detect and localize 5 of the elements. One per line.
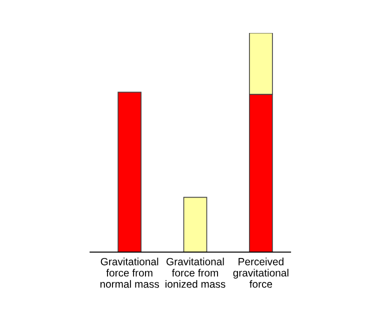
- bar: [118, 92, 142, 252]
- x-tick-label: Gravitational force from ionized mass: [166, 258, 226, 288]
- x-tick-label: Perceived gravitational force: [233, 258, 288, 288]
- bar: [183, 196, 208, 252]
- x-tick-label: Gravitational force from normal mass: [100, 258, 159, 288]
